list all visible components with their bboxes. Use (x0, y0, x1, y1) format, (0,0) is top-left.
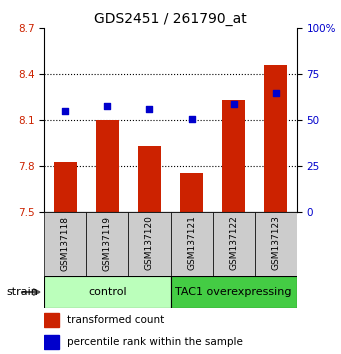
Bar (86, 212, 129, 276)
Bar (212, 212, 255, 276)
Text: GSM137118: GSM137118 (61, 216, 70, 270)
Bar (180, 172, 203, 212)
Point (63, 108, 68, 114)
Bar (264, 65, 287, 212)
Text: control: control (88, 287, 127, 297)
Text: TAC1 overexpressing: TAC1 overexpressing (175, 287, 292, 297)
Text: transformed count: transformed count (67, 315, 164, 325)
Bar (44, 212, 86, 276)
Point (231, 101, 236, 107)
Bar (54, 162, 77, 212)
Bar (222, 101, 245, 212)
Text: GSM137120: GSM137120 (145, 216, 154, 270)
Title: GDS2451 / 261790_at: GDS2451 / 261790_at (94, 12, 247, 26)
Point (105, 103, 110, 108)
Text: strain: strain (7, 287, 39, 297)
Bar (129, 212, 170, 276)
Bar (96, 120, 119, 212)
Bar (44, 313, 59, 327)
Point (273, 90, 278, 96)
Text: GSM137123: GSM137123 (271, 216, 280, 270)
Bar (44, 276, 170, 308)
Point (189, 116, 194, 121)
Bar (255, 212, 297, 276)
Bar (170, 212, 212, 276)
Bar (170, 276, 297, 308)
Bar (44, 335, 59, 349)
Bar (138, 147, 161, 212)
Text: GSM137121: GSM137121 (187, 216, 196, 270)
Text: percentile rank within the sample: percentile rank within the sample (67, 337, 243, 347)
Point (147, 107, 152, 112)
Text: GSM137119: GSM137119 (103, 216, 112, 270)
Text: GSM137122: GSM137122 (229, 216, 238, 270)
